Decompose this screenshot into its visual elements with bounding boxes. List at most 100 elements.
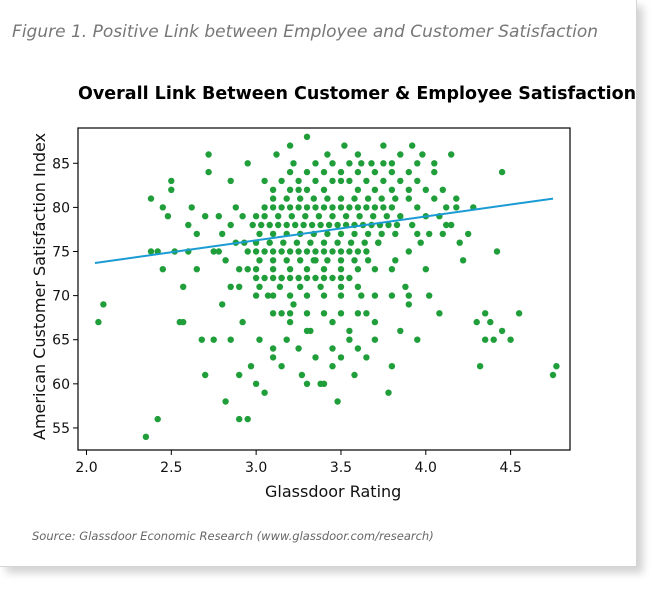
data-point xyxy=(278,363,285,370)
y-axis: 55 60 65 70 75 80 85 xyxy=(52,156,78,437)
data-point xyxy=(364,257,372,264)
data-point xyxy=(337,195,345,202)
data-point xyxy=(334,239,341,246)
data-point xyxy=(337,266,345,273)
data-point xyxy=(252,380,260,387)
data-point xyxy=(371,168,379,176)
chart-title: Overall Link Between Customer & Employee… xyxy=(78,84,637,104)
data-point xyxy=(202,371,209,379)
data-point xyxy=(370,213,377,220)
data-point xyxy=(227,177,234,185)
data-point xyxy=(337,354,345,361)
data-point xyxy=(286,186,294,193)
data-point xyxy=(388,266,396,273)
plot-frame xyxy=(77,127,571,451)
data-point xyxy=(337,274,345,282)
data-point xyxy=(247,363,255,370)
data-point xyxy=(303,266,311,273)
data-point xyxy=(303,133,311,140)
data-point xyxy=(320,274,328,282)
data-point xyxy=(351,257,358,264)
data-point xyxy=(397,177,404,185)
data-point xyxy=(300,221,307,229)
data-point xyxy=(388,160,396,167)
data-point xyxy=(280,239,287,246)
data-point xyxy=(283,221,290,229)
data-point xyxy=(354,266,362,273)
data-point xyxy=(498,168,506,176)
data-point xyxy=(261,204,268,211)
data-point xyxy=(354,283,362,290)
data-point xyxy=(417,239,424,246)
data-point xyxy=(269,257,277,264)
data-point xyxy=(222,257,229,264)
data-point xyxy=(278,204,285,211)
data-point xyxy=(371,266,379,273)
data-point xyxy=(329,204,336,211)
data-point xyxy=(303,186,311,193)
data-point xyxy=(476,363,484,370)
data-point xyxy=(317,221,324,229)
data-point xyxy=(312,354,319,361)
data-point xyxy=(337,177,345,185)
data-point xyxy=(290,301,297,308)
data-point xyxy=(397,327,404,335)
data-point xyxy=(256,230,263,238)
data-point xyxy=(244,415,251,423)
data-point xyxy=(354,248,362,255)
data-point xyxy=(329,177,336,185)
data-point xyxy=(286,142,294,149)
data-point xyxy=(286,168,294,176)
data-point xyxy=(351,371,358,379)
data-point xyxy=(312,160,319,167)
x-tick-label: 3.5 xyxy=(330,460,352,476)
data-point xyxy=(453,195,460,202)
data-point xyxy=(320,186,328,193)
data-point xyxy=(269,345,277,352)
data-point xyxy=(371,336,379,343)
data-point xyxy=(346,274,353,282)
data-point xyxy=(439,186,446,193)
data-point xyxy=(320,248,328,255)
data-point xyxy=(414,336,421,343)
data-point xyxy=(283,195,290,202)
data-point xyxy=(210,248,217,255)
data-point xyxy=(269,310,277,317)
y-axis-label: American Customer Satisfaction Index xyxy=(30,133,49,440)
data-point xyxy=(168,186,175,193)
data-point xyxy=(431,168,438,176)
data-point xyxy=(236,415,243,423)
data-point xyxy=(385,221,392,229)
data-point xyxy=(266,239,273,246)
data-point xyxy=(202,213,209,220)
data-point xyxy=(320,168,328,176)
data-point xyxy=(334,398,341,405)
data-point xyxy=(405,168,412,176)
data-point xyxy=(185,221,192,229)
x-axis-label: Glassdoor Rating xyxy=(265,482,401,501)
data-point xyxy=(363,354,370,361)
data-point xyxy=(297,257,304,264)
data-point xyxy=(414,160,421,167)
data-point xyxy=(361,239,368,246)
data-point xyxy=(100,301,107,308)
data-point xyxy=(414,204,421,211)
data-point xyxy=(392,230,399,238)
data-point xyxy=(278,310,285,317)
data-point xyxy=(278,274,285,282)
data-point xyxy=(252,274,260,282)
data-point xyxy=(303,380,311,387)
data-point xyxy=(269,292,277,299)
data-point xyxy=(232,204,239,211)
data-point xyxy=(278,248,285,255)
data-point xyxy=(378,230,385,238)
data-point xyxy=(147,248,155,255)
data-point xyxy=(337,292,345,299)
data-point xyxy=(371,318,379,326)
data-point xyxy=(419,151,426,158)
data-point xyxy=(325,221,333,229)
data-point xyxy=(275,213,282,220)
data-point xyxy=(295,177,302,185)
data-point xyxy=(346,160,353,167)
